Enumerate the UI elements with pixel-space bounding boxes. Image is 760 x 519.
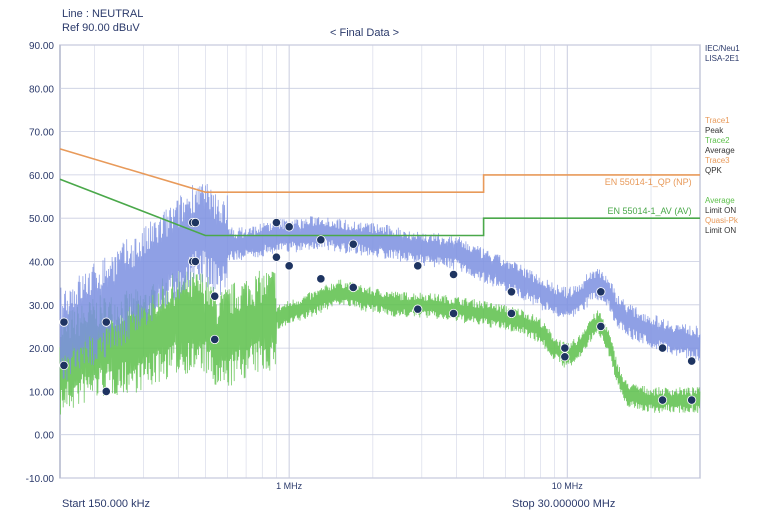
x-tick-label: 1 MHz xyxy=(276,481,303,491)
y-tick-label: 20.00 xyxy=(29,344,54,355)
peak-marker xyxy=(348,239,358,249)
peak-marker xyxy=(506,287,517,297)
average-marker xyxy=(316,274,326,284)
average-marker xyxy=(210,334,220,345)
average-marker xyxy=(59,360,69,371)
peak-marker xyxy=(596,287,606,297)
y-tick-label: 70.00 xyxy=(29,128,54,139)
peak-marker xyxy=(448,269,459,280)
peak-marker xyxy=(687,356,697,366)
peak-marker xyxy=(210,291,220,301)
y-tick-label: 40.00 xyxy=(29,258,54,269)
legend-standard-1: IEC/Neu1 xyxy=(705,44,740,53)
legend-trace3-value: QPK xyxy=(705,166,722,175)
y-tick-label: 60.00 xyxy=(29,171,54,182)
legend-average-value: Limit ON xyxy=(705,206,737,215)
legend-quasipeak-label: Quasi-Pk xyxy=(705,216,738,225)
average-marker xyxy=(190,256,200,267)
av-limit-line xyxy=(59,178,700,237)
y-tick-label: 80.00 xyxy=(29,84,54,95)
y-tick-label: 50.00 xyxy=(29,214,54,225)
reference-level: Ref 90.00 dBuV xyxy=(62,22,140,34)
average-marker xyxy=(413,304,423,314)
average-marker xyxy=(560,352,570,362)
peak-marker xyxy=(316,235,326,245)
peak-marker xyxy=(59,317,69,327)
series-average-trace xyxy=(59,270,701,415)
average-marker xyxy=(284,261,294,271)
average-marker xyxy=(448,308,459,319)
y-tick-label: 90.00 xyxy=(29,41,54,52)
average-marker xyxy=(506,308,517,319)
legend-trace2-label: Trace2 xyxy=(705,136,730,145)
line-label: Line : NEUTRAL xyxy=(62,8,144,20)
peak-marker xyxy=(190,217,200,228)
legend-average-label: Average xyxy=(705,196,735,205)
average-marker xyxy=(687,395,697,405)
chart-title: < Final Data > xyxy=(330,27,400,39)
legend-trace3-label: Trace3 xyxy=(705,156,730,165)
stop-frequency: Stop 30.000000 MHz xyxy=(512,498,616,510)
average-marker xyxy=(348,282,358,293)
peak-marker xyxy=(284,222,294,232)
average-marker xyxy=(101,386,111,396)
y-tick-label: -10.00 xyxy=(26,474,55,485)
y-tick-label: 10.00 xyxy=(29,387,54,398)
average-marker xyxy=(596,321,606,332)
y-tick-label: 0.00 xyxy=(35,431,55,442)
y-tick-label: 30.00 xyxy=(29,301,54,312)
legend-trace2-value: Average xyxy=(705,146,735,155)
qp-limit-label: EN 55014-1_QP (NP) xyxy=(605,177,692,187)
average-marker xyxy=(271,252,282,262)
legend-standard-2: LISA-2E1 xyxy=(705,54,740,63)
average-marker xyxy=(657,395,668,405)
x-tick-label: 10 MHz xyxy=(552,481,584,491)
peak-marker xyxy=(101,317,111,327)
series-peak-trace xyxy=(59,183,701,381)
legend-trace1-value: Peak xyxy=(705,126,724,135)
legend-trace1-label: Trace1 xyxy=(705,116,730,125)
peak-marker xyxy=(271,217,282,228)
peak-marker xyxy=(560,343,570,353)
peak-marker xyxy=(413,261,423,271)
start-frequency: Start 150.000 kHz xyxy=(62,498,151,510)
qp-limit-line xyxy=(59,148,700,193)
av-limit-label: EN 55014-1_AV (AV) xyxy=(607,206,691,216)
legend-quasipeak-value: Limit ON xyxy=(705,226,737,235)
peak-marker xyxy=(657,343,668,353)
